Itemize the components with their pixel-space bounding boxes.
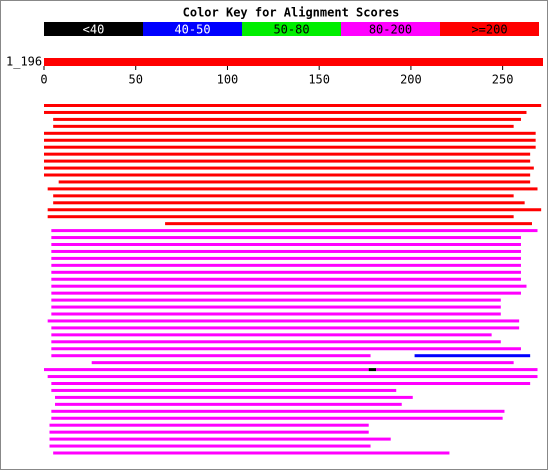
hit-bar bbox=[49, 423, 369, 427]
hit-bar bbox=[44, 173, 531, 177]
hit-bar bbox=[51, 326, 520, 330]
query-label: 1_196 bbox=[6, 55, 42, 69]
hit-bar bbox=[44, 166, 534, 170]
hit-bar bbox=[51, 243, 521, 246]
key-label: >=200 bbox=[471, 23, 507, 37]
key-swatch bbox=[44, 22, 143, 36]
hit-bar bbox=[51, 382, 531, 385]
key-title: Color Key for Alignment Scores bbox=[183, 6, 400, 20]
hit-bar bbox=[51, 305, 501, 309]
x-tick-label: 50 bbox=[129, 73, 143, 87]
hit-bar bbox=[49, 430, 369, 434]
hit-bar bbox=[51, 270, 521, 274]
key-label: 50-80 bbox=[273, 23, 309, 37]
hit-bar bbox=[53, 117, 521, 121]
hit-bar bbox=[51, 416, 503, 420]
hit-bar bbox=[44, 145, 536, 149]
hit-bar bbox=[44, 159, 531, 163]
x-tick-label: 0 bbox=[40, 73, 47, 87]
hit-bar bbox=[51, 312, 501, 316]
x-tick-label: 100 bbox=[217, 73, 239, 87]
key-swatch bbox=[341, 22, 440, 36]
hit-bar bbox=[49, 437, 391, 441]
hit-bar bbox=[51, 298, 501, 302]
hit-bar bbox=[53, 451, 450, 455]
hit-bar bbox=[47, 319, 520, 323]
hit-bar bbox=[51, 347, 521, 351]
hit-bar bbox=[51, 340, 501, 344]
hit-bar bbox=[51, 277, 521, 281]
key-swatch bbox=[242, 22, 341, 36]
hit-bar bbox=[51, 409, 505, 413]
hit-bar bbox=[91, 361, 514, 365]
hit-bar bbox=[44, 131, 536, 135]
hit-bar bbox=[51, 354, 371, 358]
hit-bar bbox=[53, 201, 525, 205]
hit-bar bbox=[44, 104, 542, 107]
x-tick-label: 250 bbox=[492, 73, 514, 87]
hit-bar bbox=[368, 368, 377, 372]
hit-bar bbox=[58, 180, 531, 184]
hit-bar bbox=[49, 444, 371, 448]
hit-bar bbox=[51, 249, 521, 253]
hit-bar bbox=[51, 388, 397, 392]
hit-bar bbox=[55, 402, 402, 406]
hit-bar bbox=[376, 368, 538, 372]
hit-bar bbox=[44, 138, 536, 142]
hit-bar bbox=[51, 256, 521, 260]
hit-bar bbox=[53, 124, 514, 128]
key-label: 40-50 bbox=[174, 23, 210, 37]
hit-bar bbox=[44, 368, 369, 372]
hit-bar bbox=[51, 236, 521, 240]
hit-bar bbox=[51, 284, 527, 288]
key-swatch bbox=[440, 22, 539, 36]
key-swatch bbox=[143, 22, 242, 36]
hit-bar bbox=[51, 229, 538, 233]
hit-bar bbox=[47, 375, 538, 379]
hit-bar bbox=[44, 110, 527, 114]
hit-bar bbox=[55, 395, 413, 399]
hit-bar bbox=[53, 194, 514, 198]
x-tick-label: 150 bbox=[308, 73, 330, 87]
hit-bar bbox=[47, 208, 542, 212]
hit-bar bbox=[47, 215, 514, 219]
key-label: <40 bbox=[83, 23, 105, 37]
x-tick-label: 200 bbox=[400, 73, 422, 87]
hit-bar bbox=[44, 152, 531, 156]
query-bar bbox=[44, 58, 543, 66]
hit-bar bbox=[165, 222, 532, 226]
hit-bar bbox=[51, 291, 521, 295]
hit-bar bbox=[51, 333, 492, 337]
key-label: 80-200 bbox=[369, 23, 412, 37]
hit-bar bbox=[47, 187, 538, 191]
hit-bar bbox=[51, 263, 521, 267]
hit-bar bbox=[414, 354, 531, 358]
